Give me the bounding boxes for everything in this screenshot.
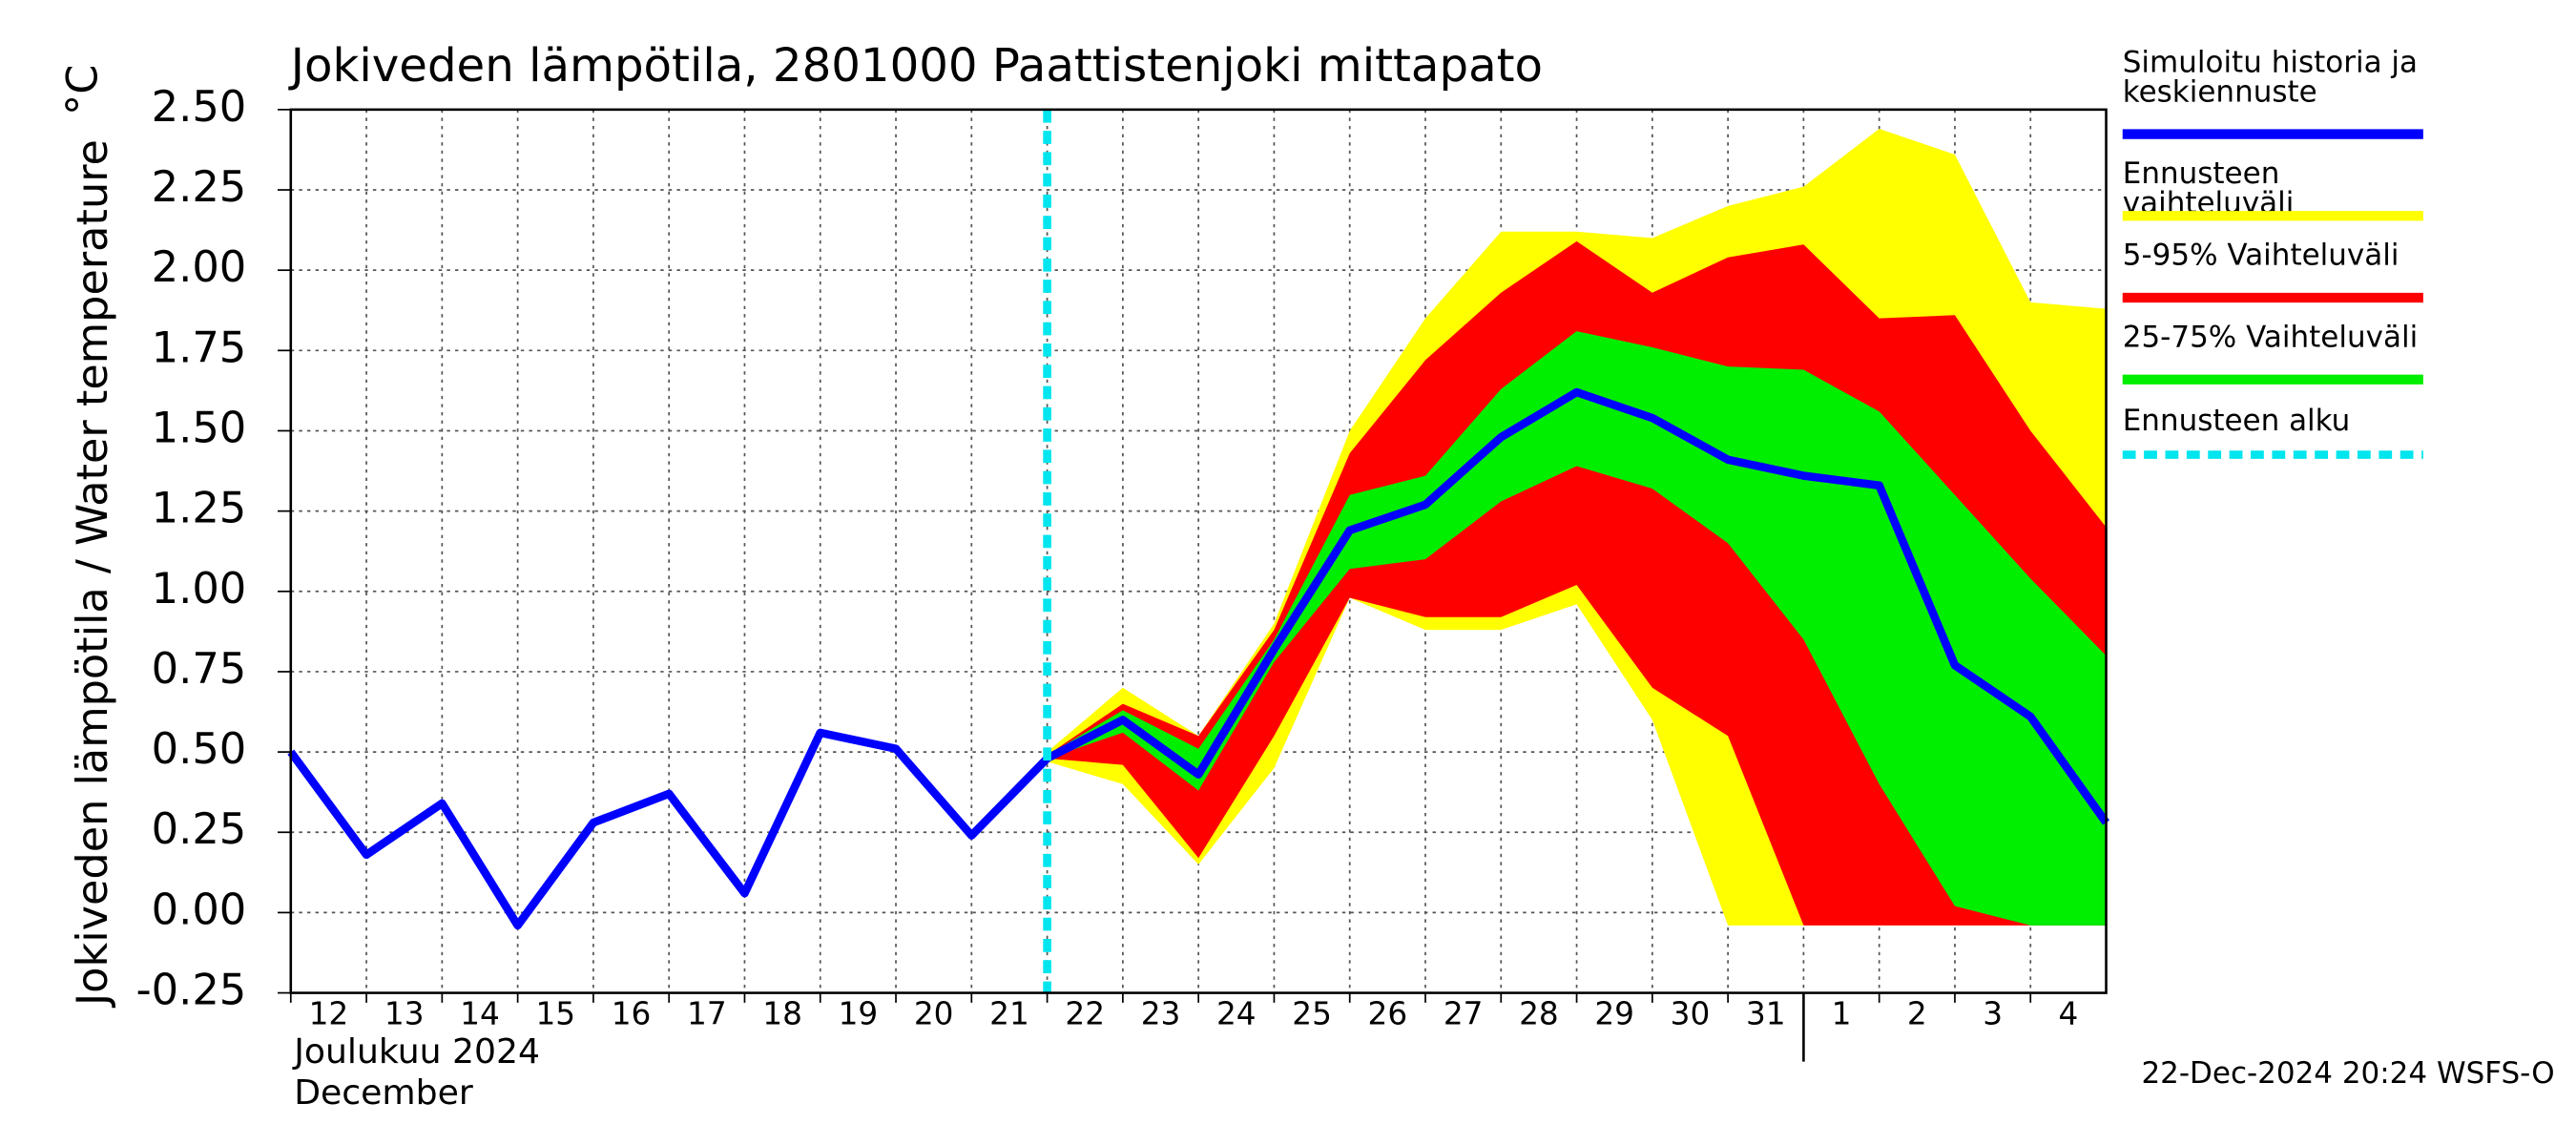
y-tick-label: 2.25: [152, 162, 247, 212]
x-tick-label: 31: [1746, 996, 1786, 1032]
x-tick-label: 22: [1065, 996, 1105, 1032]
x-tick-label: 21: [989, 996, 1029, 1032]
y-tick-label: 2.50: [152, 82, 247, 132]
x-tick-label: 14: [460, 996, 500, 1032]
plot-frame: [289, 108, 2108, 994]
x-tick-label: 1: [1832, 996, 1852, 1032]
x-tick-label: 28: [1519, 996, 1559, 1032]
x-tick-label: 4: [2058, 996, 2078, 1032]
y-tick-label: 0.00: [152, 885, 247, 934]
legend-label-box: Simuloitu historia ja keskiennuste: [2122, 49, 2419, 110]
x-tick-label: 27: [1444, 996, 1484, 1032]
y-tick-label: 0.25: [152, 804, 247, 854]
y-tick-label: 0.75: [152, 644, 247, 694]
y-tick-label: 2.00: [152, 242, 247, 292]
timestamp: 22-Dec-2024 20:24 WSFS-O: [2141, 1056, 2554, 1091]
chart-title: Jokiveden lämpötila, 2801000 Paattistenj…: [288, 39, 1543, 93]
x-tick-label: 13: [384, 996, 425, 1032]
legend-label: Simuloitu historia ja keskiennuste: [2122, 49, 2419, 110]
legend-label: 5-95% Vaihteluväli: [2122, 241, 2399, 274]
y-tick-label: 1.75: [152, 323, 247, 372]
x-tick-label: 26: [1368, 996, 1408, 1032]
legend-label-box: Ennusteen vaihteluväli: [2122, 160, 2295, 221]
legend-label: 25-75% Vaihteluväli: [2122, 323, 2419, 355]
legend-label-box: 5-95% Vaihteluväli: [2122, 241, 2399, 274]
x-tick-label: 29: [1594, 996, 1634, 1032]
x-tick-label: 25: [1292, 996, 1332, 1032]
y-axis-label: Jokiveden lämpötila / Water temperature: [68, 139, 117, 1009]
legend-label: Ennusteen alku: [2123, 404, 2351, 438]
month-label-en: December: [294, 1072, 473, 1113]
x-tick-label: 16: [612, 996, 652, 1032]
x-tick-label: 2: [1907, 996, 1927, 1032]
x-tick-label: 17: [687, 996, 727, 1032]
y-tick-label: 1.00: [152, 564, 247, 614]
y-tick-label: -0.25: [135, 966, 246, 1015]
x-tick-label: 3: [1983, 996, 2003, 1032]
legend-label: Ennusteen vaihteluväli: [2122, 160, 2295, 221]
x-tick-label: 18: [762, 996, 802, 1032]
x-tick-label: 19: [839, 996, 879, 1032]
x-tick-label: 24: [1216, 996, 1257, 1032]
y-axis-unit: °C: [57, 65, 107, 115]
x-tick-label: 20: [914, 996, 954, 1032]
x-tick-label: 23: [1141, 996, 1181, 1032]
x-tick-label: 15: [535, 996, 575, 1032]
y-tick-label: 1.25: [152, 484, 247, 533]
y-tick-label: 0.50: [152, 724, 247, 774]
month-label: Joulukuu 2024: [292, 1031, 540, 1072]
y-tick-label: 1.50: [152, 404, 247, 453]
median-line: [287, 387, 2110, 930]
x-tick-label: 12: [309, 996, 349, 1032]
x-tick-label: 30: [1671, 996, 1711, 1032]
legend-label-box: 25-75% Vaihteluväli: [2122, 323, 2419, 355]
